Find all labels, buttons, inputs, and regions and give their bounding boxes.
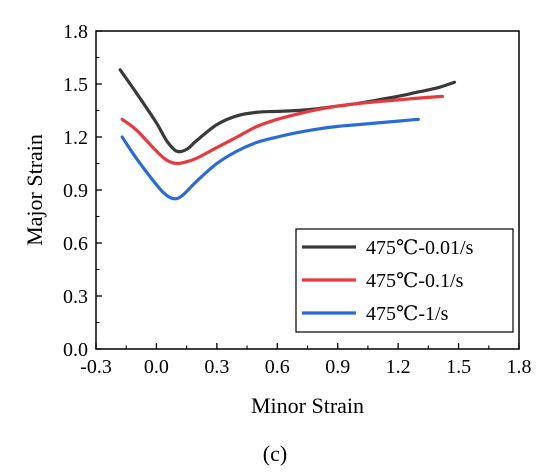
legend-label-2: 475℃-0.1/s [366, 270, 464, 292]
y-tick-label: 0.3 [63, 286, 88, 308]
x-tick-label: 0.6 [265, 356, 290, 378]
series-line-1 [118, 68, 457, 154]
x-tick-label: 1.2 [386, 356, 411, 378]
x-tick-label: -0.3 [80, 356, 112, 378]
series-line-3 [120, 117, 420, 201]
x-tick-label: 0.0 [144, 356, 169, 378]
plot-frame [95, 30, 520, 350]
x-tick-label: 0.9 [325, 356, 350, 378]
series-line-2 [120, 94, 445, 166]
legend-label-1: 475℃-0.01/s [366, 237, 474, 259]
y-axis-title: Major Strain [22, 134, 47, 246]
series-lines [118, 68, 457, 201]
x-tick-label: 0.3 [204, 356, 229, 378]
y-tick-label: 0.6 [63, 233, 88, 255]
x-tick-label: 1.5 [446, 356, 471, 378]
y-tick-label: 1.8 [63, 21, 88, 43]
axis-ticks: -0.3 0.0 0.3 0.6 0.9 1.2 1.5 1.80.00.30.60.91.2… [63, 21, 532, 378]
y-tick-label: 0.9 [63, 180, 88, 202]
legend: 475℃-0.01/s 475℃-0.1/s 475℃-1/s [295, 228, 514, 333]
x-axis-title: Minor Strain [251, 393, 364, 418]
y-tick-label: 1.2 [63, 127, 88, 149]
x-tick-label: 1.8 [507, 356, 532, 378]
y-tick-label: 1.5 [63, 74, 88, 96]
y-tick-label: 0.0 [63, 339, 88, 361]
figure-caption: (c) [263, 441, 287, 466]
legend-label-3: 475℃-1/s [366, 303, 449, 325]
